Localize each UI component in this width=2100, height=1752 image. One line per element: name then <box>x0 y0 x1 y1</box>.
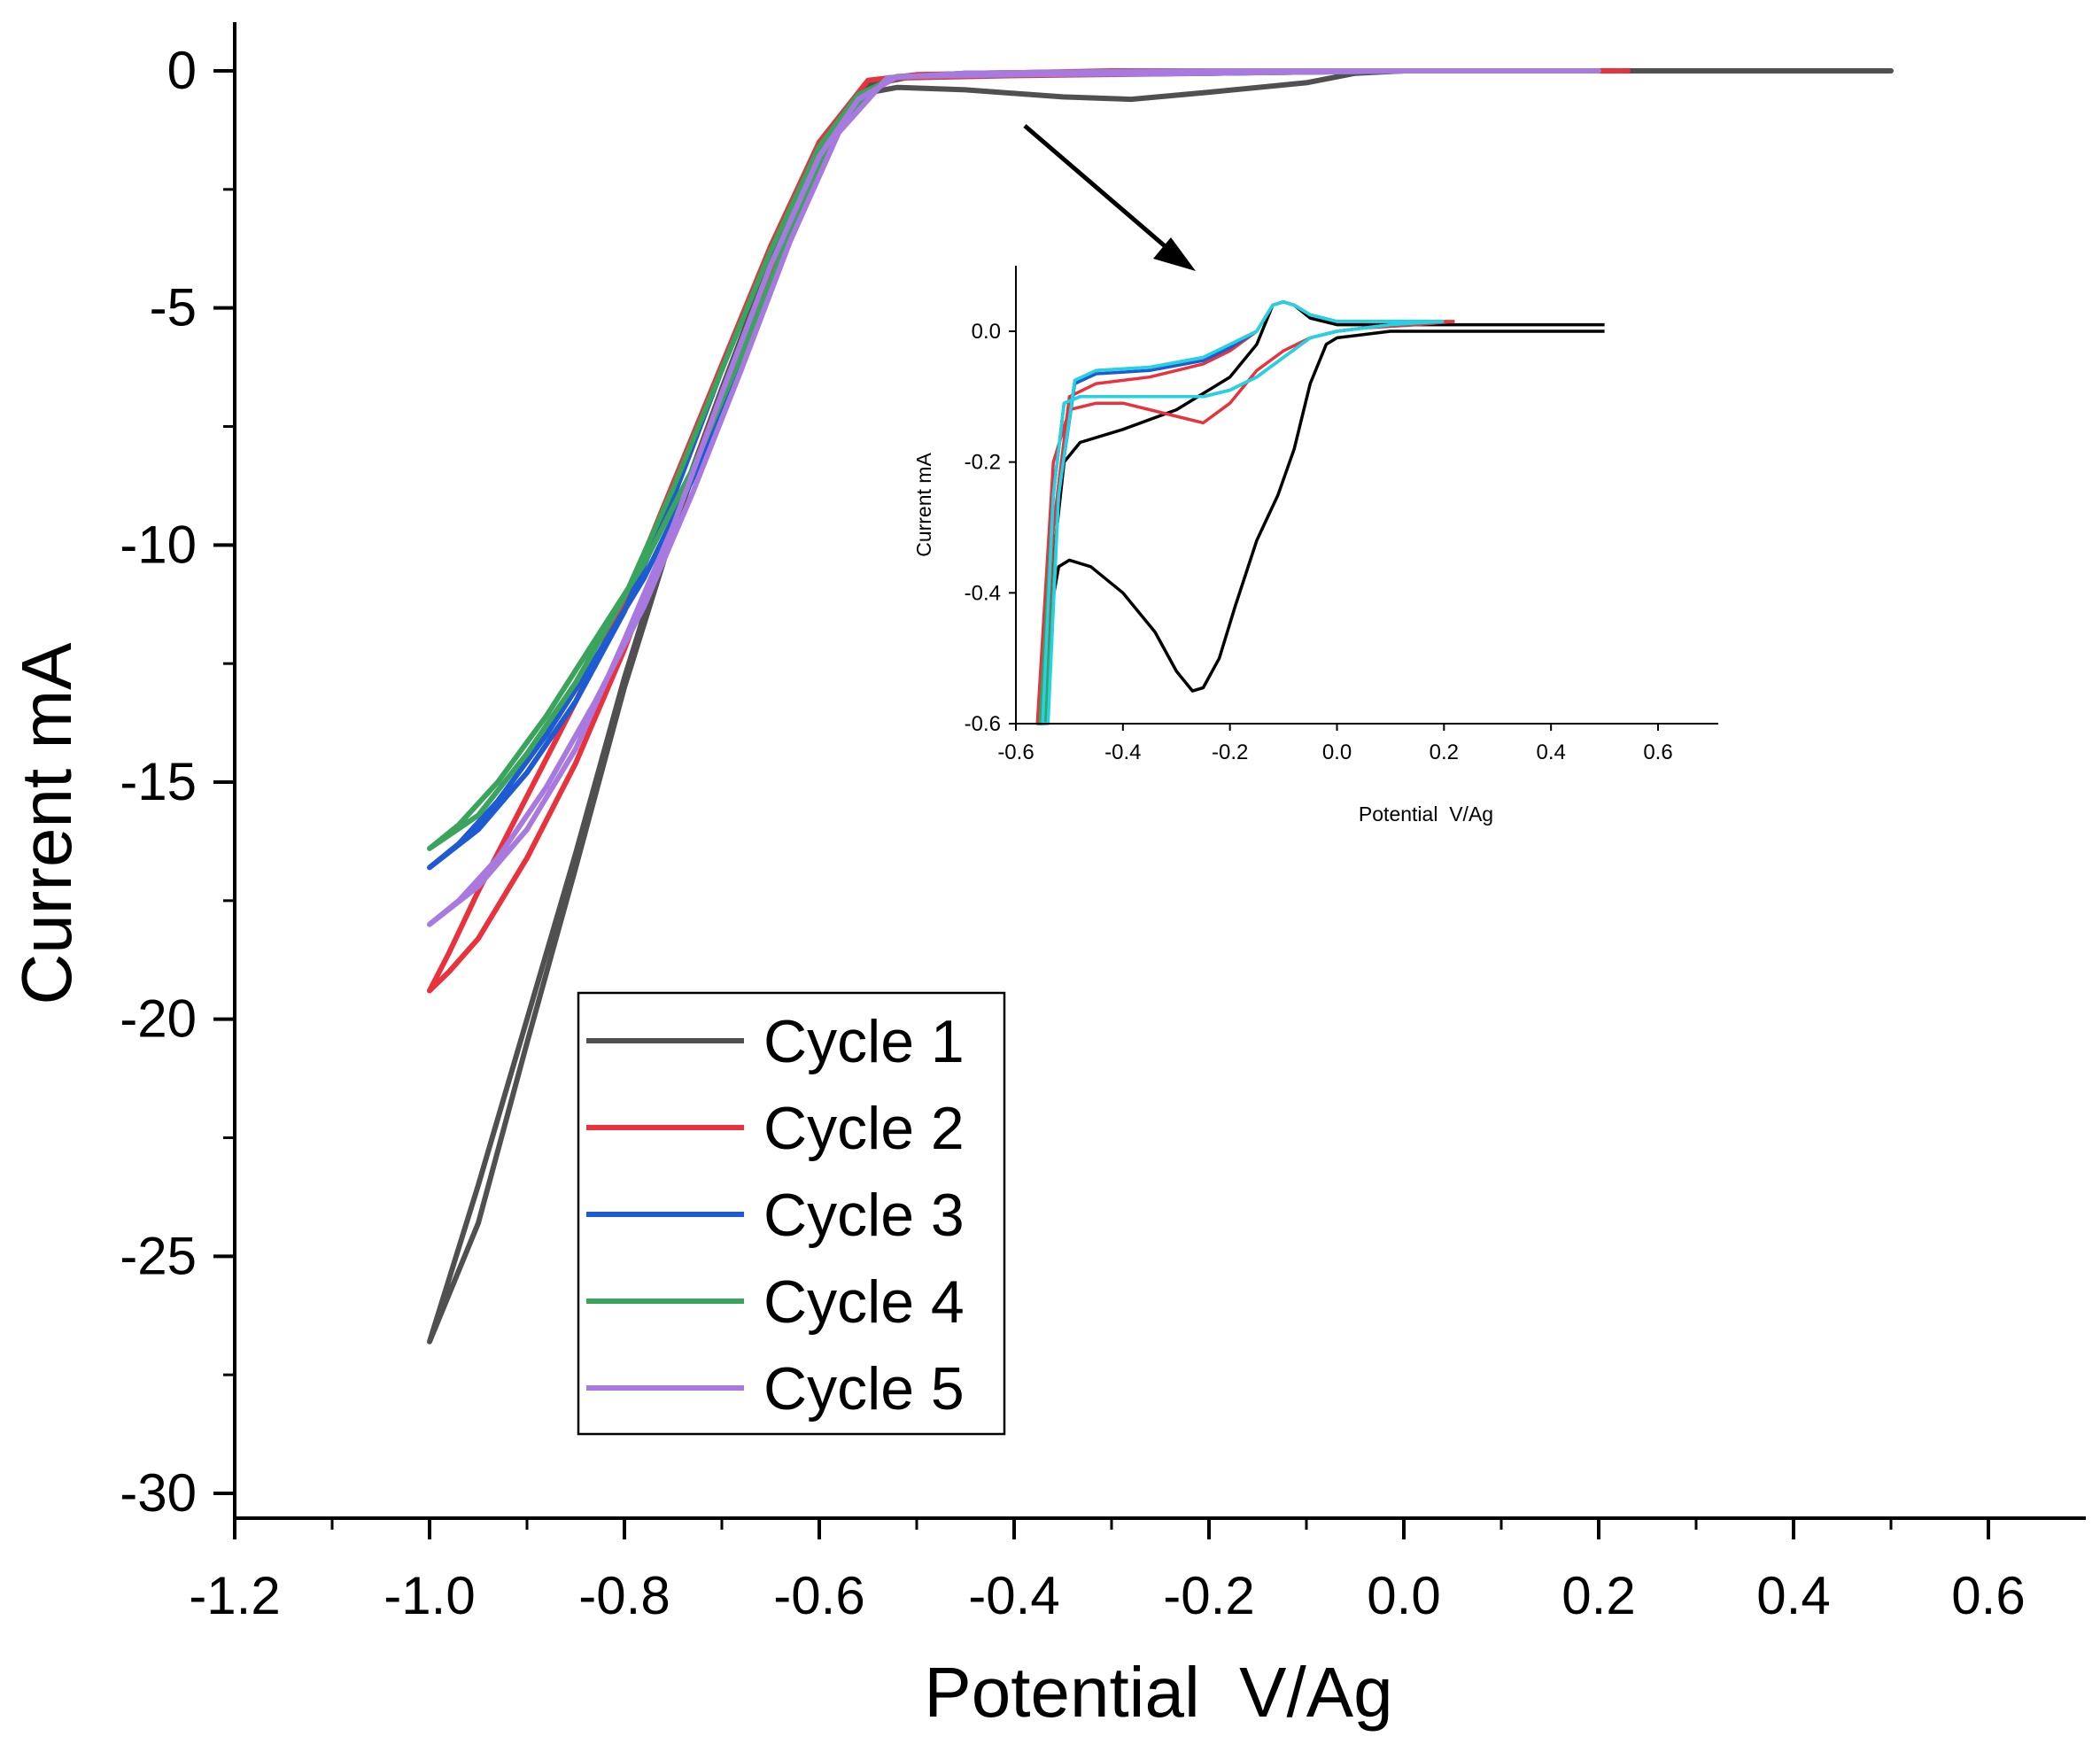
inset-y-tick-label: -0.4 <box>965 581 1001 605</box>
inset-ticks-group: -0.6 -0.4 -0.2 0.0 0.2 0.4 0.6 0.0 -0.2 -0.4 -0.6 <box>965 320 1673 764</box>
inset-series-line-cycle-1 <box>1038 300 1605 725</box>
main-x-tick-label: -1.0 <box>384 1566 475 1625</box>
main-y-tick-label: -25 <box>120 1226 197 1285</box>
main-x-tick-label: 0.2 <box>1561 1566 1635 1625</box>
legend-label-cycle-3: Cycle 3 <box>763 1182 965 1249</box>
inset-series-group <box>1035 300 1605 725</box>
inset-x-axis-label: Potential V/Ag <box>1359 802 1493 826</box>
inset-series-line-cycle-3 <box>1038 300 1445 725</box>
main-series-line-cycle-5 <box>427 68 1601 927</box>
main-y-tick-label: -20 <box>120 989 197 1049</box>
inset-x-tick-label: -0.2 <box>1212 740 1248 764</box>
main-y-tick-label: 0 <box>167 41 197 100</box>
legend-label-cycle-4: Cycle 4 <box>763 1268 965 1336</box>
inset-x-tick-label: -0.4 <box>1104 740 1141 764</box>
main-x-tick-label: -1.2 <box>189 1566 280 1625</box>
inset-x-tick-label: 0.0 <box>1322 740 1352 764</box>
inset-x-tick-label: 0.2 <box>1430 740 1459 764</box>
main-y-tick-label: -10 <box>120 515 197 574</box>
main-series-group <box>427 68 1894 1345</box>
main-x-tick-label: 0.6 <box>1951 1566 2025 1625</box>
main-x-tick-label: 0.0 <box>1367 1566 1440 1625</box>
inset-x-tick-label: 0.4 <box>1536 740 1565 764</box>
legend: Cycle 1 Cycle 2 Cycle 3 Cycle 4 Cycle 5 <box>577 991 1006 1436</box>
main-series-line-cycle-4 <box>427 68 1601 851</box>
legend-label-cycle-5: Cycle 5 <box>763 1355 965 1423</box>
inset-chart: -0.6 -0.4 -0.2 0.0 0.2 0.4 0.6 0.0 -0.2 -0.4-0.6 … <box>912 266 1718 826</box>
main-x-tick-label: 0.4 <box>1756 1566 1830 1625</box>
inset-y-tick-label: -0.6 <box>965 712 1001 736</box>
inset-x-tick-label: -0.6 <box>997 740 1034 764</box>
main-x-tick-label: -0.4 <box>968 1566 1059 1625</box>
inset-pointer-arrow <box>1023 124 1196 271</box>
legend-label-cycle-2: Cycle 2 <box>763 1095 965 1162</box>
main-y-tick-label: -30 <box>120 1463 197 1523</box>
main-series-line-cycle-2 <box>427 68 1631 994</box>
main-y-axis-label: Current mA <box>7 642 86 1005</box>
main-x-tick-label: -0.8 <box>578 1566 670 1625</box>
inset-y-tick-label: 0.0 <box>972 320 1001 344</box>
main-y-tick-label: -15 <box>120 752 197 811</box>
main-x-axis-label: Potential V/Ag <box>924 1653 1392 1732</box>
inset-y-tick-label: -0.2 <box>965 451 1001 475</box>
inset-series-line-cycle-4 <box>1038 300 1445 725</box>
inset-series-line-cycle-5 <box>1041 300 1445 725</box>
inset-x-tick-label: 0.6 <box>1643 740 1672 764</box>
inset-y-axis-label: Current mA <box>912 453 935 557</box>
legend-label-cycle-1: Cycle 1 <box>763 1008 965 1075</box>
main-ticks-group: -1.2 -1.0 -0.8 -0.6 -0.4 -0.2 0.0 0.2 0.4 0.6 0 -5 -… <box>120 41 2025 1625</box>
main-axes <box>233 22 2086 1520</box>
main-x-tick-label: -0.6 <box>773 1566 864 1625</box>
main-x-tick-label: -0.2 <box>1163 1566 1254 1625</box>
main-y-tick-label: -5 <box>150 278 197 337</box>
inset-series-line-cycle-2 <box>1035 300 1455 725</box>
